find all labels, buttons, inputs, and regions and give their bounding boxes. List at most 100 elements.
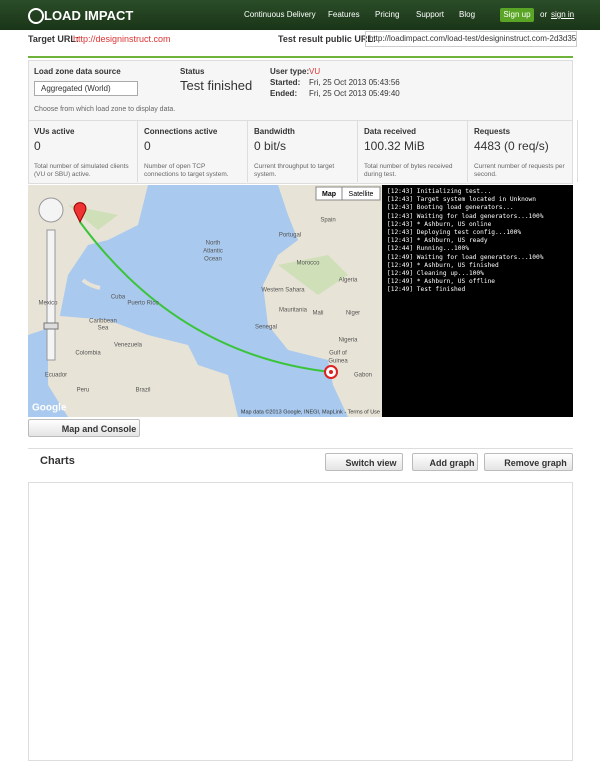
- map-label: Niger: [346, 311, 360, 317]
- console-line: [12:43] Booting load generators...: [387, 204, 514, 212]
- map-label: Cuba: [111, 295, 126, 301]
- google-logo: Google: [32, 403, 67, 414]
- map-label: Portugal: [279, 233, 301, 239]
- console-line: [12:49] * Ashburn, US finished: [387, 261, 499, 269]
- status-label: Status: [180, 67, 205, 76]
- usertype: VU: [309, 67, 321, 76]
- stat-label: Bandwidth: [254, 127, 295, 136]
- started: Fri, 25 Oct 2013 05:43:56: [309, 78, 400, 87]
- console: [12:43] Initializing test... [12:43] Targ…: [382, 185, 573, 417]
- stat-label: Requests: [474, 127, 511, 136]
- map-label: Gulf of: [329, 351, 347, 357]
- signup-button[interactable]: Sign up: [500, 8, 534, 22]
- console-line: [12:43] * Ashburn, US online: [387, 220, 492, 228]
- public-label: Test result public URL:: [278, 34, 376, 44]
- console-line: [12:49] * Ashburn, US offline: [387, 278, 496, 286]
- console-line: [12:43] Target system located in Unknown: [387, 196, 537, 204]
- console-line: [12:43] * Ashburn, US ready: [387, 237, 488, 245]
- charts-divider: [28, 448, 573, 449]
- map-label: Colombia: [75, 351, 101, 357]
- chart-button[interactable]: Add graph: [412, 453, 478, 471]
- stat-value: 0 bit/s: [254, 139, 287, 153]
- nav-link[interactable]: Support: [416, 10, 445, 19]
- nav-link[interactable]: Blog: [459, 10, 476, 19]
- public-url-input[interactable]: http://loadimpact.com/load-test/designin…: [365, 31, 577, 47]
- map-label: Gabon: [354, 373, 372, 379]
- nav-link[interactable]: Continuous Delivery: [244, 10, 316, 19]
- map-label: Mauritania: [279, 308, 308, 314]
- map-label: Western Sahara: [261, 288, 305, 294]
- map-label: Ecuador: [45, 373, 67, 379]
- chart[interactable]: 0.00ms500.00ms1.00s1.50s2.00s2.50s3.00s0…: [0, 483, 600, 761]
- map-console-button[interactable]: Map and Console: [28, 419, 140, 437]
- console-line: [12:49] Waiting for load generators...10…: [387, 253, 544, 261]
- console-line: [12:43] Initializing test...: [387, 188, 492, 195]
- map-label: Puerto Rico: [127, 301, 159, 307]
- logo[interactable]: LOAD IMPACT: [44, 8, 134, 23]
- info-panel: [28, 60, 573, 184]
- signin-link[interactable]: sign in: [551, 10, 575, 19]
- stat-value: 0: [144, 139, 151, 153]
- zone-help: Choose from which load zone to display d…: [34, 106, 176, 113]
- logo-icon: [28, 8, 44, 24]
- stat-cell: [358, 120, 468, 182]
- map-label: Guinea: [328, 359, 348, 365]
- map-attribution: Map data ©2013 Google, INEGI, MapLink - …: [241, 408, 380, 415]
- zone-label: Load zone data source: [34, 67, 121, 76]
- map-label: Sea: [98, 326, 109, 332]
- stat-value: 100.32 MiB: [364, 139, 425, 153]
- ended: Fri, 25 Oct 2013 05:49:40: [309, 89, 400, 98]
- map-label: Caribbean: [89, 319, 117, 325]
- stat-cell: [28, 120, 138, 182]
- started-label: Started:: [270, 78, 301, 87]
- console-line: [12:43] Waiting for load generators...10…: [387, 212, 544, 220]
- target-label: Target URL:: [28, 34, 79, 44]
- charts-title: Charts: [40, 455, 75, 467]
- chart-button[interactable]: Remove graph: [484, 453, 573, 471]
- nav-link[interactable]: Pricing: [375, 10, 400, 19]
- stat-value: 0: [34, 139, 41, 153]
- console-line: [12:43] Deploying test config...100%: [387, 229, 522, 237]
- map-label: Ocean: [204, 257, 222, 263]
- map-button[interactable]: Map: [322, 191, 336, 198]
- map-button[interactable]: Satellite: [349, 191, 374, 198]
- map-label: Venezuela: [114, 343, 143, 349]
- stat-cell: [468, 120, 578, 182]
- map-label: Peru: [77, 388, 90, 394]
- chart-button[interactable]: Switch view: [325, 453, 403, 471]
- map-label: Nigeria: [338, 338, 358, 344]
- target-url[interactable]: http://designinstruct.com: [73, 34, 171, 44]
- stat-cell: [138, 120, 248, 182]
- stat-label: Connections active: [144, 127, 218, 136]
- map-label: Brazil: [135, 388, 150, 394]
- map-label: North: [206, 241, 221, 247]
- divider: [28, 56, 573, 58]
- stat-help: Current throughput to target system.: [254, 163, 335, 178]
- ended-label: Ended:: [270, 89, 298, 98]
- map-label: Mali: [312, 311, 323, 317]
- zone-select[interactable]: Aggregated (World): [34, 81, 138, 96]
- map-label: Spain: [320, 218, 335, 224]
- usertype-label: User type:: [270, 67, 310, 76]
- stat-help: Current number of requests per second.: [474, 163, 565, 178]
- map-label: Mexico: [38, 301, 58, 307]
- stat-help: Total number of bytes received during te…: [364, 163, 453, 178]
- map[interactable]: North Atlantic Ocean Portugal Spain Morocco Al…: [28, 185, 382, 417]
- map-label: Morocco: [296, 261, 320, 267]
- or-text: or: [540, 10, 548, 19]
- console-line: [12:44] Running...100%: [387, 245, 469, 253]
- map-label: Senegal: [255, 325, 277, 331]
- console-line: [12:49] Test finished: [387, 286, 466, 294]
- stat-cell: [248, 120, 358, 182]
- stats-divider: [28, 120, 573, 121]
- stat-help: Number of open TCP connections to target…: [144, 163, 229, 178]
- nav-link[interactable]: Features: [328, 10, 360, 19]
- console-line: [12:49] Cleaning up...100%: [387, 270, 484, 278]
- status: Test finished: [180, 78, 253, 93]
- stat-label: Data received: [364, 127, 417, 136]
- map-label: Atlantic: [203, 249, 223, 255]
- stat-value: 4483 (0 req/s): [474, 139, 549, 153]
- map-label: Algeria: [339, 278, 358, 284]
- stat-label: VUs active: [34, 127, 75, 136]
